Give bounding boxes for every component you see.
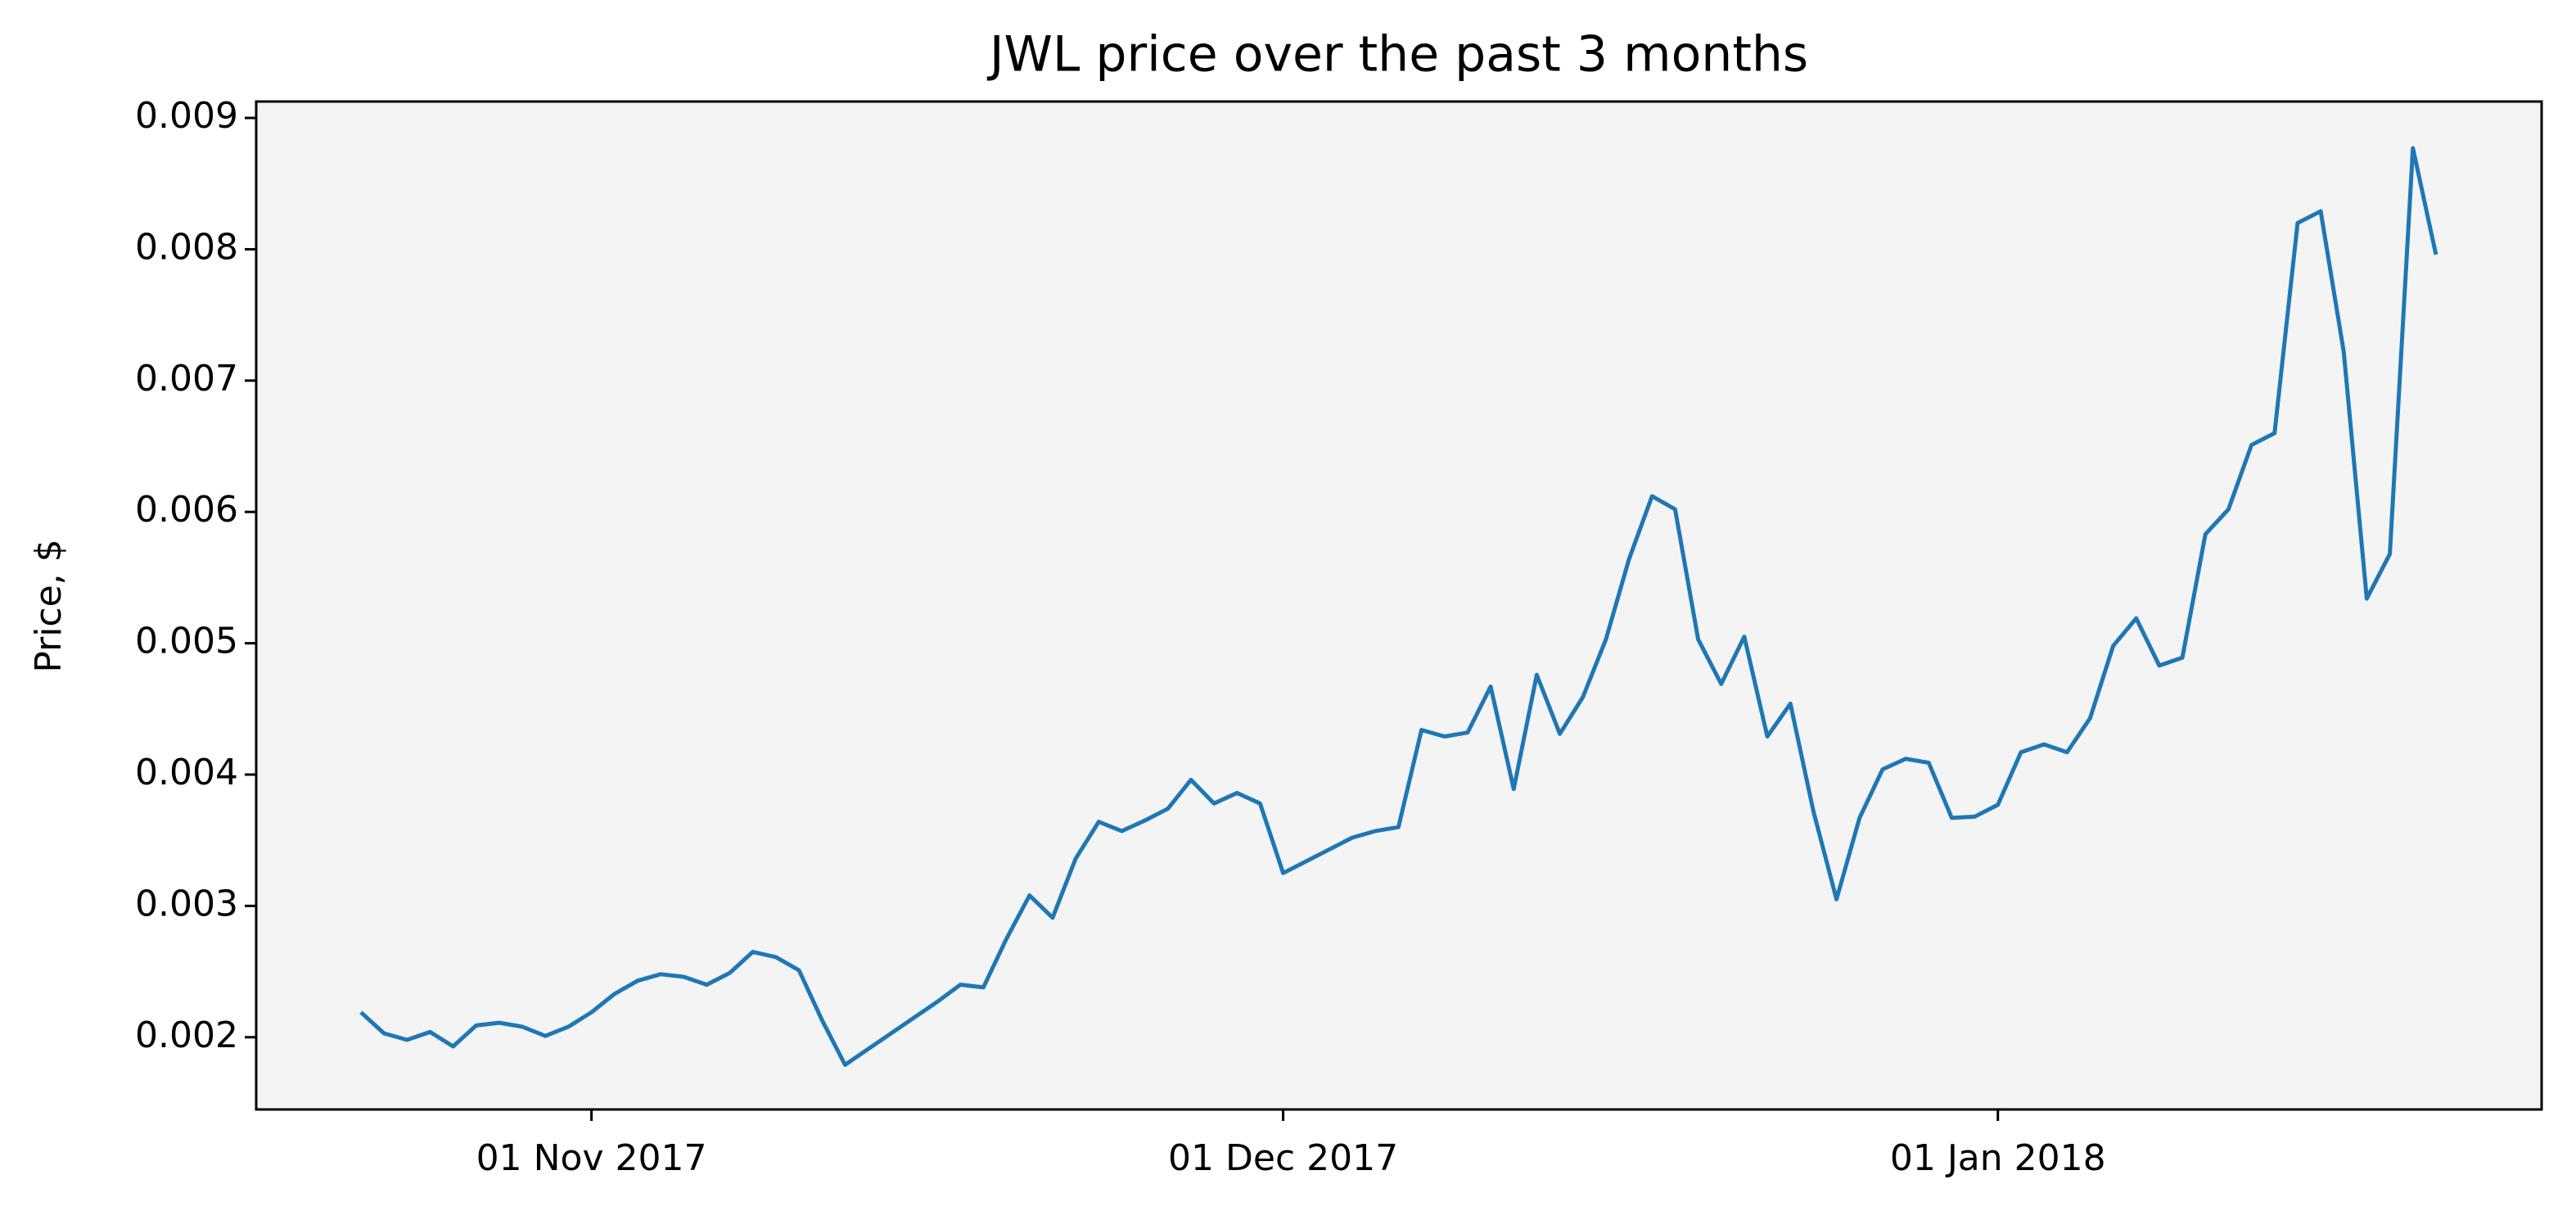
plot-frame [255, 100, 2543, 1111]
y-axis-label: Price, $ [28, 539, 70, 672]
y-tick-label: 0.009 [135, 95, 238, 137]
plot-background [256, 102, 2542, 1109]
y-tick-label: 0.003 [135, 883, 238, 924]
y-tick-label: 0.008 [135, 226, 238, 268]
price-line [359, 146, 2438, 1067]
y-tick-label: 0.004 [135, 752, 238, 793]
chart-title: JWL price over the past 3 months [986, 26, 1808, 84]
y-tick-label: 0.002 [135, 1014, 238, 1056]
y-tick-label: 0.005 [135, 621, 238, 662]
x-tick-label: 01 Nov 2017 [476, 1137, 707, 1179]
x-tick-label: 01 Dec 2017 [1168, 1137, 1398, 1179]
x-tick-label: 01 Jan 2018 [1890, 1137, 2106, 1179]
y-tick-label: 0.007 [135, 358, 238, 400]
y-tick-label: 0.006 [135, 489, 238, 531]
